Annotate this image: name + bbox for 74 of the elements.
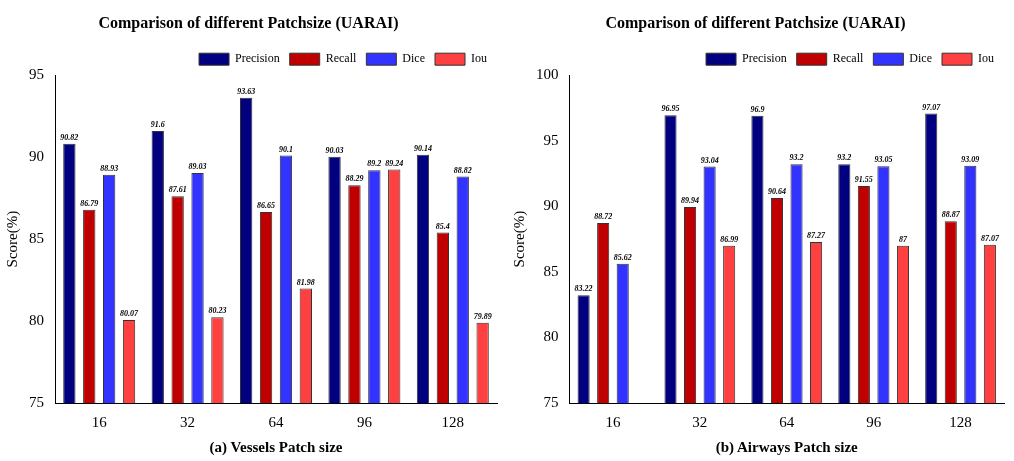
data-label: 89.24 bbox=[385, 158, 404, 168]
chart-title: Comparison of different Patchsize (UARAI) bbox=[98, 13, 399, 32]
data-label: 87.61 bbox=[168, 185, 187, 195]
data-label: 90.03 bbox=[325, 145, 344, 155]
data-label: 86.99 bbox=[720, 234, 739, 244]
y-tick-label: 100 bbox=[536, 66, 559, 83]
data-label: 90.64 bbox=[767, 186, 786, 196]
x-tick-label: 96 bbox=[866, 413, 882, 430]
data-label: 93.63 bbox=[237, 86, 256, 96]
data-label: 93.2 bbox=[837, 153, 852, 163]
data-label: 87 bbox=[898, 234, 908, 244]
data-label: 89.94 bbox=[681, 196, 700, 206]
x-tick-label: 64 bbox=[268, 413, 284, 430]
data-label: 88.72 bbox=[594, 212, 613, 222]
y-tick-label: 80 bbox=[29, 311, 44, 328]
y-tick-label: 95 bbox=[543, 131, 559, 148]
x-axis-title: (a) Vessels Patch size bbox=[209, 438, 343, 456]
data-label: 79.89 bbox=[473, 311, 492, 321]
data-label: 87.07 bbox=[980, 233, 1000, 243]
x-axis-title: (b) Airways Patch size bbox=[715, 438, 859, 456]
data-label: 88.29 bbox=[345, 174, 364, 184]
data-label: 96.9 bbox=[750, 104, 765, 114]
data-label: 80.23 bbox=[208, 306, 227, 316]
data-label: 90.14 bbox=[413, 143, 432, 153]
data-label: 85.4 bbox=[435, 221, 450, 231]
data-label: 91.6 bbox=[150, 119, 165, 129]
data-label: 93.09 bbox=[961, 154, 980, 164]
y-axis-title: Score(%) bbox=[3, 210, 21, 268]
y-tick-label: 90 bbox=[29, 148, 44, 165]
y-tick-label: 85 bbox=[543, 262, 559, 279]
legend-label: Dice bbox=[402, 51, 426, 66]
x-tick-label: 16 bbox=[605, 413, 621, 430]
y-tick-label: 85 bbox=[29, 230, 44, 247]
data-label: 89.2 bbox=[367, 159, 382, 169]
data-label: 96.95 bbox=[661, 104, 680, 114]
data-label: 90.1 bbox=[278, 144, 293, 154]
x-tick-label: 128 bbox=[441, 413, 465, 430]
data-label: 86.65 bbox=[257, 201, 276, 211]
legend-label: Recall bbox=[832, 51, 865, 66]
y-tick-label: 90 bbox=[543, 197, 559, 214]
data-label: 80.07 bbox=[120, 308, 140, 318]
y-tick-label: 80 bbox=[543, 328, 559, 345]
data-label: 85.62 bbox=[613, 252, 632, 262]
legend-label: Iou bbox=[978, 51, 994, 66]
data-label: 91.55 bbox=[854, 175, 873, 185]
data-label: 97.07 bbox=[922, 102, 942, 112]
x-tick-label: 64 bbox=[779, 413, 795, 430]
y-tick-label: 95 bbox=[29, 66, 44, 83]
data-label: 93.04 bbox=[700, 155, 719, 165]
data-label: 88.93 bbox=[100, 163, 119, 173]
legend-label: Iou bbox=[471, 51, 487, 66]
data-label: 93.2 bbox=[789, 153, 804, 163]
legend-label: Dice bbox=[909, 51, 933, 66]
data-label: 89.03 bbox=[188, 162, 207, 172]
x-tick-label: 32 bbox=[692, 413, 708, 430]
legend-label: Precision bbox=[742, 51, 787, 66]
chart-title: Comparison of different Patchsize (UARAI) bbox=[605, 13, 906, 32]
y-tick-label: 75 bbox=[543, 393, 559, 410]
legend-label: Precision bbox=[235, 51, 280, 66]
data-label: 88.87 bbox=[941, 210, 961, 220]
y-axis-title: Score(%) bbox=[510, 210, 528, 268]
x-tick-label: 16 bbox=[91, 413, 108, 430]
data-label: 83.22 bbox=[574, 284, 593, 294]
legend-label: Recall bbox=[325, 51, 358, 66]
data-label: 81.98 bbox=[296, 277, 315, 287]
y-tick-label: 75 bbox=[29, 393, 44, 410]
x-tick-label: 128 bbox=[949, 413, 972, 430]
data-label: 90.82 bbox=[60, 132, 79, 142]
data-label: 88.82 bbox=[453, 165, 472, 175]
data-label: 86.79 bbox=[80, 198, 99, 208]
data-label: 93.05 bbox=[874, 155, 893, 165]
data-label: 87.27 bbox=[807, 231, 827, 241]
x-tick-label: 96 bbox=[356, 413, 373, 430]
x-tick-label: 32 bbox=[180, 413, 196, 430]
